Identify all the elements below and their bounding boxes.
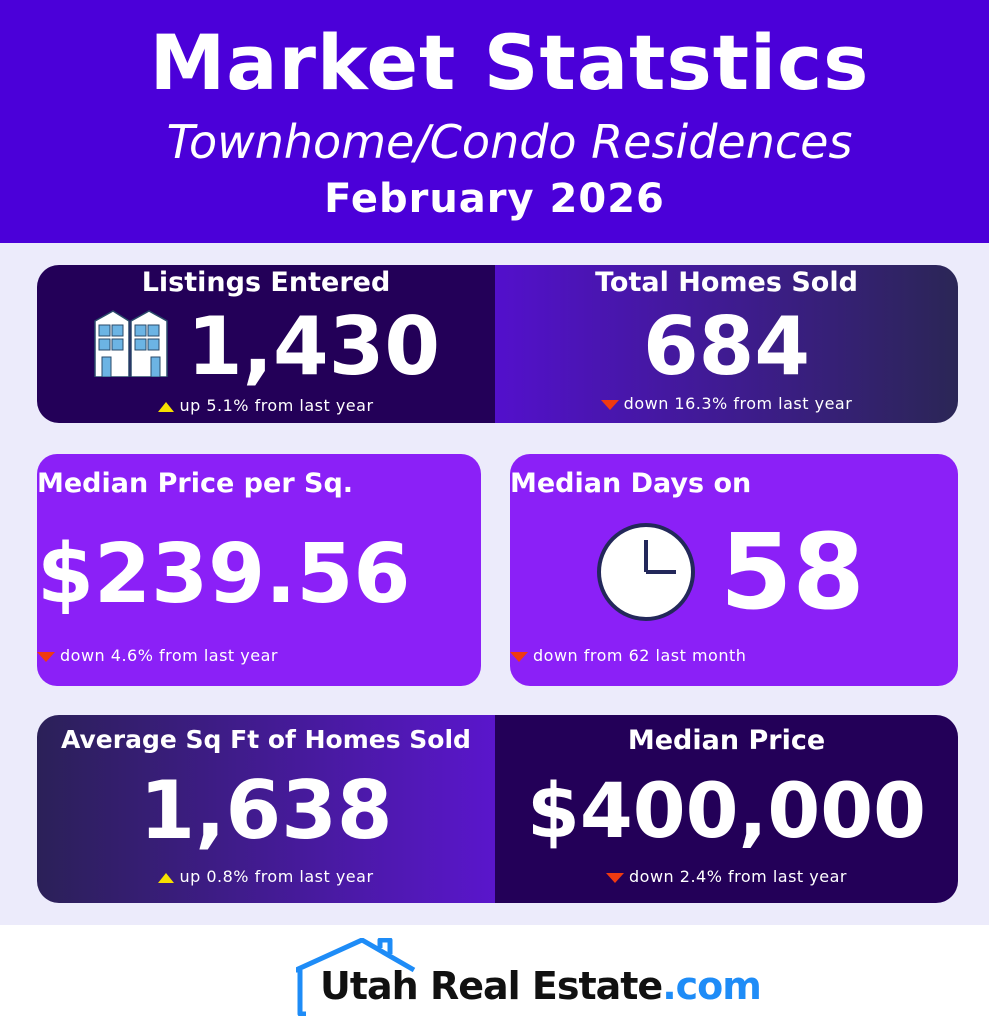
total-homes-sold-stat: Total Homes Sold 684 down 16.3% from las… [495,265,958,423]
page-subtitle: Townhome/Condo Residences [166,115,853,169]
down-arrow-icon [37,651,55,662]
median-days-on-market-stat: Median Days on 58 down from 62 last mont… [510,454,958,686]
stat-label: Total Homes Sold [595,267,858,298]
up-arrow-icon [158,872,175,883]
stat-value: 58 [720,511,865,633]
average-sqft-stat: Average Sq Ft of Homes Sold 1,638 up 0.8… [37,715,495,903]
logo-main-text: Utah Real Estate [320,964,663,1008]
stat-change: up 0.8% from last year [37,867,495,886]
house-outline-icon [296,938,416,1016]
stat-value: $400,000 [526,766,927,855]
median-price-stat: Median Price $400,000 down 2.4% from las… [495,715,958,903]
listings-entered-stat: Listings Entered 1,430 up 5.1% from last… [37,265,495,423]
stat-change: down 2.4% from last year [495,867,958,886]
stat-label: Average Sq Ft of Homes Sold [61,725,471,754]
utah-real-estate-logo[interactable]: Utah Real Estate.com [296,938,762,1018]
stat-value: 1,638 [139,764,393,857]
stat-label: Median Price per Sq. [37,468,354,499]
footer [0,925,989,1024]
stat-change: up 5.1% from last year [37,396,495,415]
median-price-per-sqft-stat: Median Price per Sq. $239.56 down 4.6% f… [37,454,481,686]
report-date: February 2026 [324,176,665,222]
clock-icon [597,523,695,621]
stat-label: Listings Entered [141,267,391,298]
page-title: Market Statstics [149,18,870,107]
stat-value: $239.56 [37,527,411,622]
stat-change: down 16.3% from last year [495,394,958,413]
stat-value: 1,430 [187,300,441,393]
up-arrow-icon [158,401,175,412]
stat-value: 684 [643,300,810,393]
stat-label: Median Price [627,725,826,756]
logo-suffix-text: .com [662,964,762,1008]
townhouse-icon [94,310,168,377]
stats-row-3: Average Sq Ft of Homes Sold 1,638 up 0.8… [37,715,958,903]
down-arrow-icon [600,399,619,410]
stat-change: down 4.6% from last year [37,646,481,665]
stats-row-1: Listings Entered 1,430 up 5.1% from last… [37,265,958,423]
down-arrow-icon [510,651,528,662]
stat-label: Median Days on [510,468,752,499]
header: Market Statstics Townhome/Condo Residenc… [0,0,989,243]
down-arrow-icon [606,872,625,883]
stat-change: down from 62 last month [510,646,958,665]
